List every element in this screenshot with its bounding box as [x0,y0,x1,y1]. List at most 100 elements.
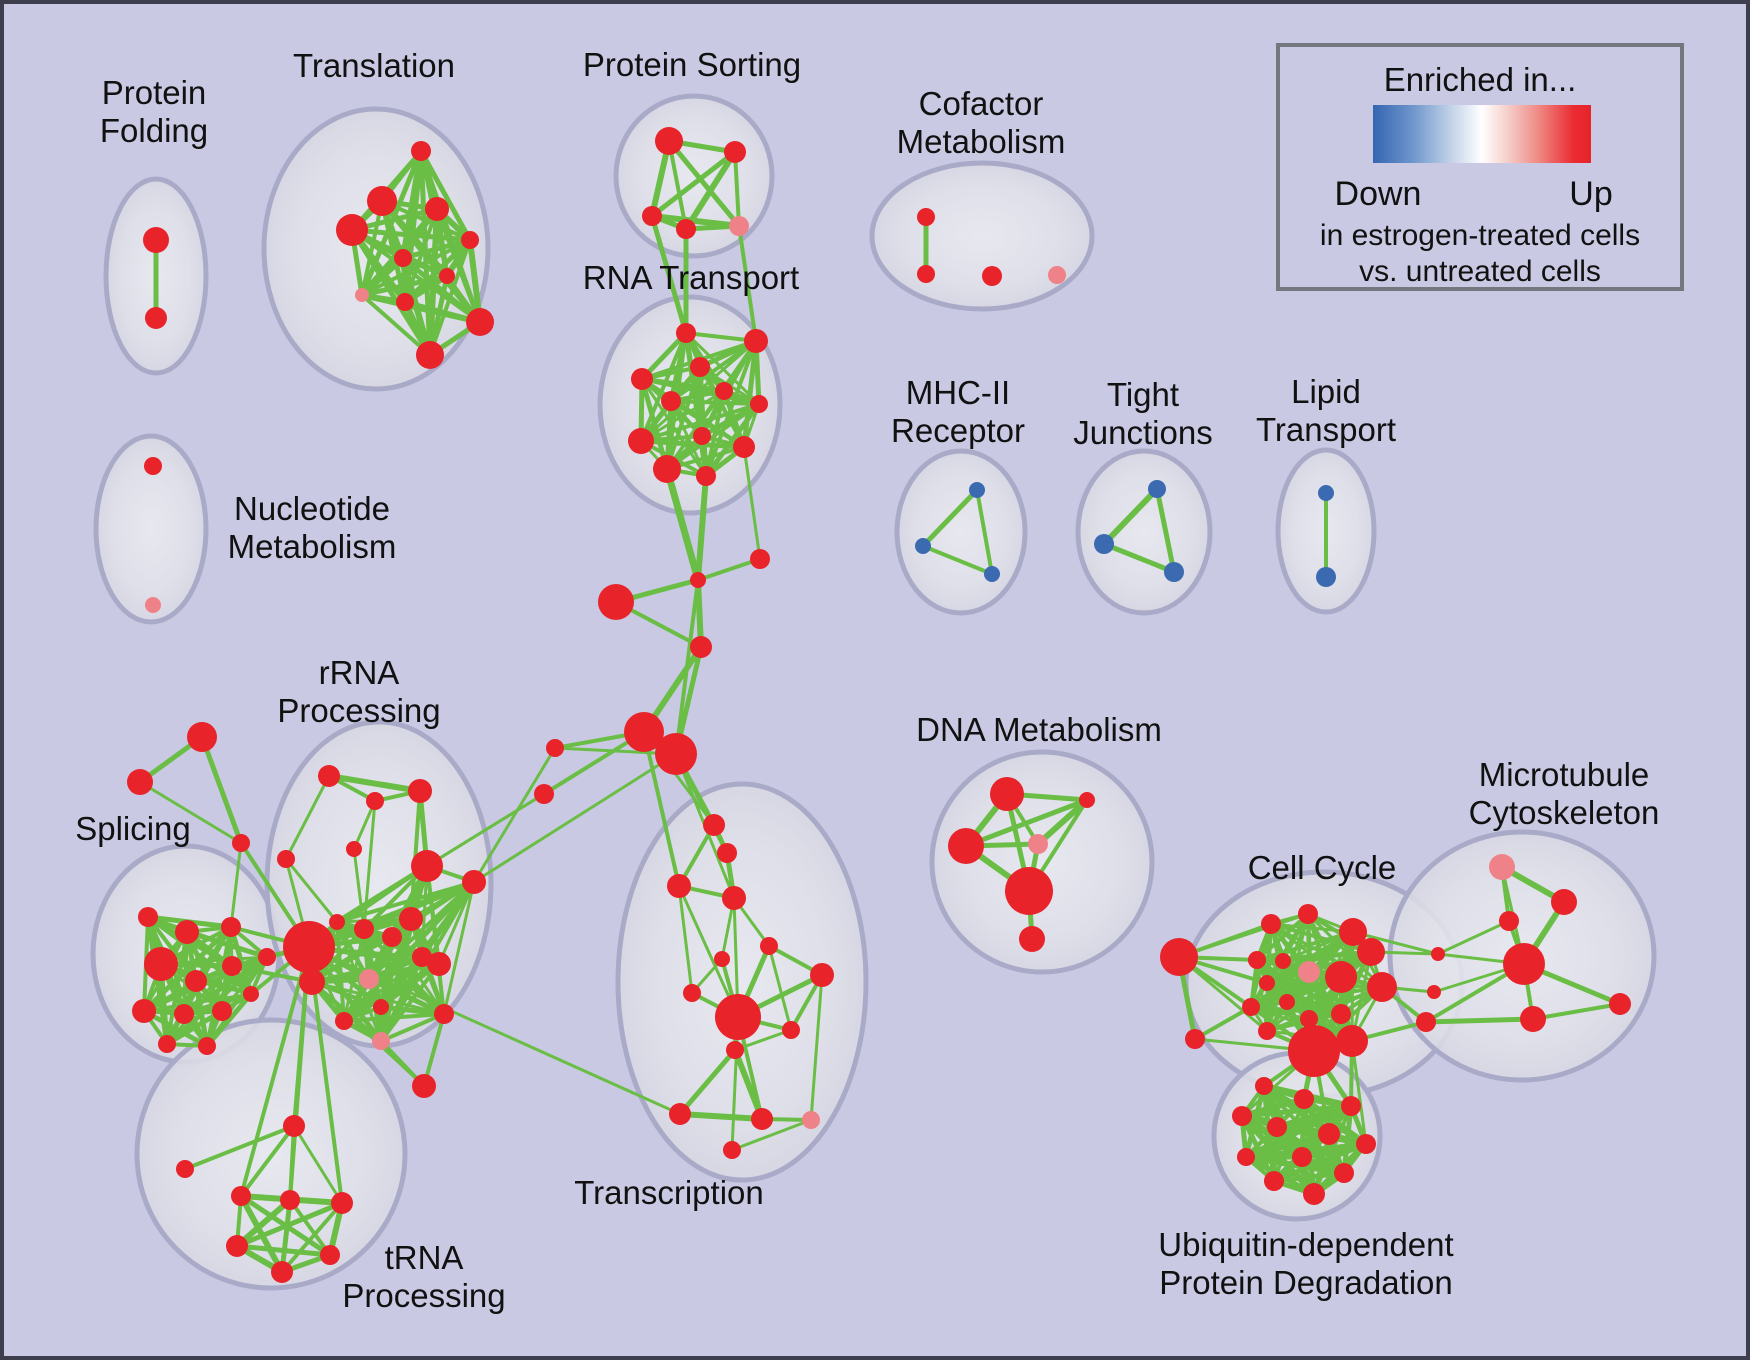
cluster-label-mhc2-receptor: Receptor [891,412,1025,449]
node-transcription-red [726,1041,744,1059]
edge [1531,1002,1622,1021]
node-dna-metabolism-red [1079,792,1095,808]
node-trna-processing-red [283,1115,305,1137]
node-transcription-red [723,1141,741,1159]
node-rrna-processing-red [408,779,432,803]
node-splicing-red [222,956,242,976]
node-splicing-red [144,947,178,981]
node-rrna-processing-red [434,1004,454,1024]
node-splicing-red [243,986,259,1002]
node-rrna-processing-red [299,969,325,995]
edge [649,213,689,336]
edge-splicing [228,924,254,997]
node-ubiquitin-degradation-red [1237,1148,1255,1166]
node-rrna-processing-red [283,921,335,973]
edge [292,1124,344,1205]
node-translation-red [336,214,368,246]
edge [809,973,824,1122]
node-protein-folding-red [145,307,167,329]
cluster-label-ubiquitin-degradation: Protein Degradation [1159,1264,1453,1301]
node-mhc2-receptor-blue [984,566,1000,582]
node-ubiquitin-degradation-red [1334,1163,1354,1183]
cluster-label-ubiquitin-degradation: Ubiquitin-dependent [1158,1226,1453,1263]
node-microtubule-cytoskeleton-red [1520,1006,1546,1032]
edge [138,780,243,845]
edge-cell-cycle [1255,930,1355,962]
edge-tight-junctions [1101,486,1160,547]
node-cell-cycle-red [1258,1022,1276,1040]
edge [239,945,311,1198]
cluster-ellipse-nucleotide-metabolism [93,433,209,625]
connector-node-red [598,584,634,620]
node-ubiquitin-degradation-red [1232,1106,1252,1126]
edge-trna-processing [234,1243,333,1258]
edge [1423,1016,1536,1025]
node-rrna-processing-red [346,841,362,857]
node-cofactor-metabolism-red [917,208,935,226]
cluster-label-rrna-processing: rRNA [319,654,400,691]
edge [1193,1005,1253,1041]
node-splicing-red [221,917,241,937]
node-trna-processing-red [271,1261,293,1283]
legend-down-label: Down [1334,175,1422,213]
edge-tight-junctions [1101,541,1177,575]
edge [730,1118,813,1152]
node-rrna-processing-red [462,870,486,894]
edge [1350,1039,1368,1146]
node-cell-cycle-red [1242,998,1260,1016]
legend-caption-line2: vs. untreated cells [1359,255,1601,288]
node-translation-red [411,141,431,161]
node-protein-folding-red [143,227,169,253]
node-rna-transport-red [690,357,710,377]
edge-splicing [165,992,253,1046]
node-rrna-processing-red [335,1012,353,1030]
node-transcription-red [717,843,737,863]
edge-translation [360,199,384,297]
node-cofactor-metabolism-pink [1048,266,1066,284]
node-rna-transport-red [653,455,681,483]
node-cell-cycle-red [1275,953,1291,969]
node-trna-processing-red [280,1190,300,1210]
node-rna-transport-red [750,395,768,413]
edge [1351,930,1440,956]
node-dna-metabolism-pink [1028,834,1048,854]
legend-gradient-bar [1373,105,1591,163]
edge [737,224,758,343]
edge-mhc2-receptor [975,488,994,576]
node-trna-processing-red [231,1186,251,1206]
edge [674,578,700,756]
cluster-label-rna-transport: RNA Transport [583,259,799,296]
node-cell-cycle-red [1288,1025,1340,1077]
cluster-label-cell-cycle: Cell Cycle [1248,849,1397,886]
node-rrna-processing-red [373,999,389,1015]
node-dna-metabolism-red [1019,926,1045,952]
edge [422,1012,446,1088]
edge-ubiquitin-degradation [1271,1170,1347,1184]
node-translation-red [394,249,412,267]
edge-splicing [204,991,254,1049]
cluster-label-protein-folding: Protein [102,74,207,111]
node-translation-red [439,268,455,284]
node-transcription-red [683,984,701,1002]
edge-rna-transport [703,401,762,479]
cluster-label-microtubule-cytoskeleton: Cytoskeleton [1469,794,1660,831]
edge-translation [400,237,473,261]
node-cell-cycle-red [1300,1010,1318,1028]
edge-translation [359,255,406,298]
node-mhc2-receptor-blue [969,482,985,498]
node-cell-cycle-red [1357,938,1385,966]
edge-cell-cycle [1281,950,1373,963]
edge [742,445,762,561]
edge-trna-processing [288,1198,332,1257]
connector-node-red [534,784,554,804]
edge-mhc2-receptor [921,544,994,576]
node-dna-metabolism-red [990,777,1024,811]
node-rrna-processing-red [399,907,423,931]
node-cell-cycle-red [1248,951,1266,969]
edge-ubiquitin-degradation [1239,1103,1354,1119]
edge [767,944,793,1032]
node-cell-cycle-pink [1298,961,1320,983]
node-cell-cycle-red [1261,914,1281,934]
node-transcription-red [751,1108,773,1130]
node-rrna-processing-red [366,792,384,810]
